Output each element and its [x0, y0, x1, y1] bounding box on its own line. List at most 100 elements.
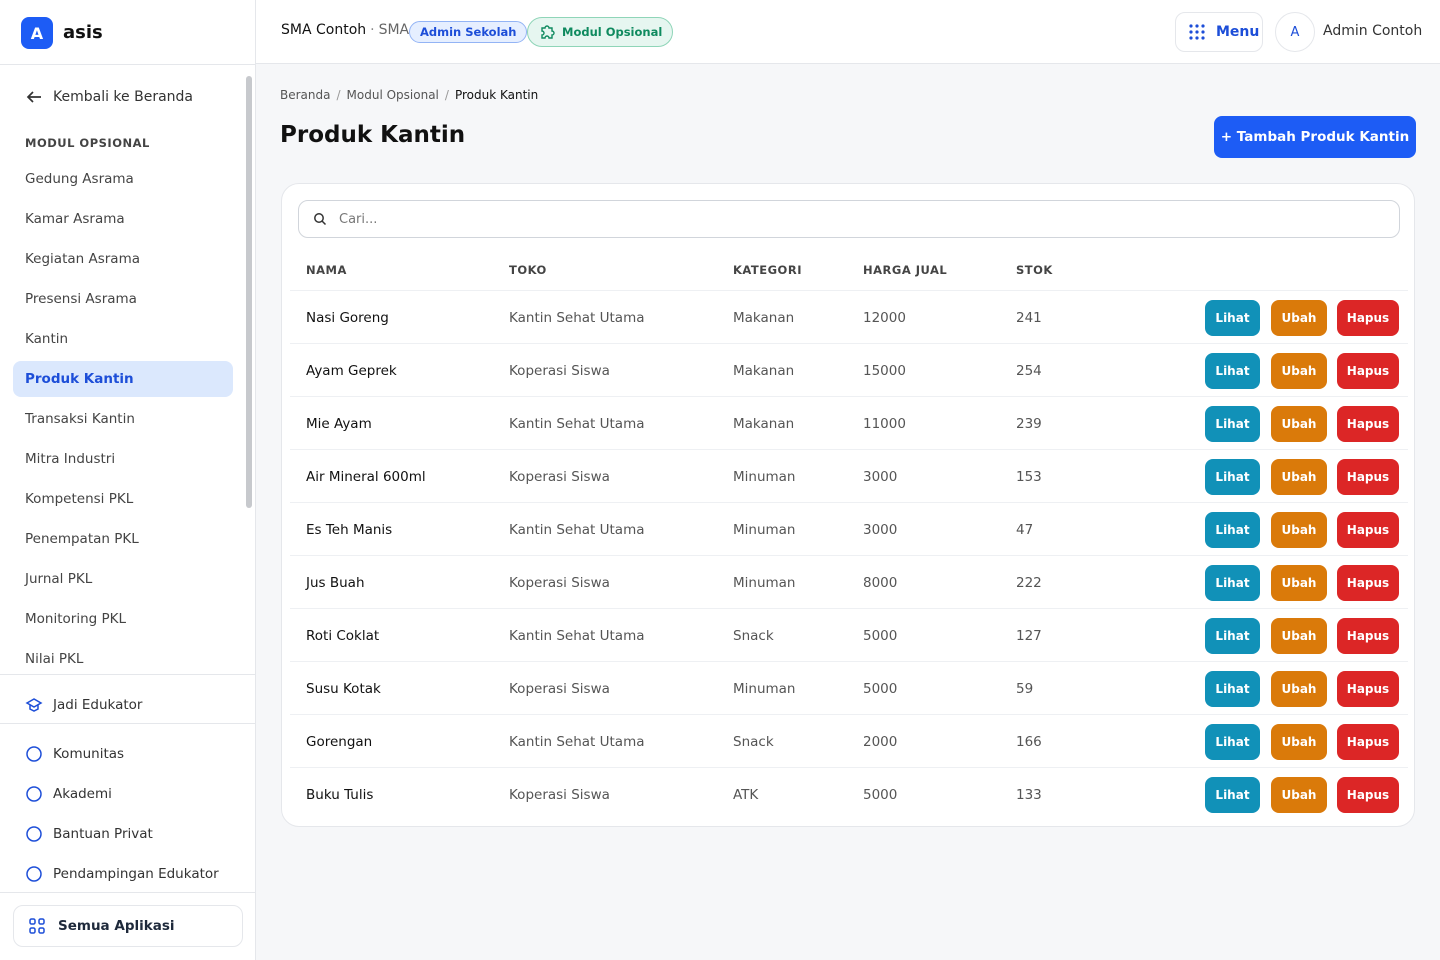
user-name[interactable]: Admin Contoh — [1323, 23, 1423, 39]
action-button[interactable]: Ubah — [1271, 459, 1327, 495]
nav-link[interactable]: Akademi — [25, 785, 112, 803]
nav-item[interactable]: Nilai PKL — [25, 651, 84, 667]
action-button[interactable]: Lihat — [1205, 353, 1260, 389]
nav-item[interactable]: Kompetensi PKL — [25, 491, 134, 507]
action-button[interactable]: Hapus — [1337, 512, 1399, 548]
action-button[interactable]: Lihat — [1205, 777, 1260, 813]
action-button[interactable]: Ubah — [1271, 300, 1327, 336]
divider — [0, 64, 255, 65]
action-button[interactable]: Ubah — [1271, 565, 1327, 601]
table-cell: 241 — [1016, 309, 1042, 326]
action-button[interactable]: Hapus — [1337, 459, 1399, 495]
table-row: Susu Kotak Koperasi Siswa Minuman 5000 59 Lih… — [290, 661, 1408, 714]
breadcrumb: Beranda / Modul Opsional / Produk Kantin — [280, 88, 538, 102]
nav-item[interactable]: Kantin — [25, 331, 69, 347]
nav-link[interactable]: Bantuan Privat — [25, 825, 153, 843]
table-cell: Kantin Sehat Utama — [509, 309, 645, 326]
table-cell: Koperasi Siswa — [509, 468, 610, 485]
nav-item[interactable]: Transaksi Kantin — [25, 411, 135, 427]
table-cell: Jus Buah — [306, 574, 365, 591]
crumb-item[interactable]: Modul Opsional — [346, 88, 439, 102]
puzzle-icon — [541, 25, 555, 39]
divider — [0, 892, 255, 893]
crumb-item: Produk Kantin — [454, 88, 539, 102]
nav-item[interactable]: Jurnal PKL — [25, 571, 93, 587]
nav-item[interactable]: Mitra Industri — [25, 451, 116, 467]
table-cell: 133 — [1016, 786, 1042, 803]
topbar: SMA Contoh · SMA Admin Sekolah Modul Ops… — [256, 0, 1440, 64]
back-link[interactable]: Kembali ke Beranda — [25, 88, 193, 106]
nav-item[interactable]: Kegiatan Asrama — [25, 251, 141, 267]
grid-icon — [29, 918, 45, 934]
action-button[interactable]: Hapus — [1337, 353, 1399, 389]
action-button[interactable]: Lihat — [1205, 565, 1260, 601]
action-button[interactable]: Lihat — [1205, 512, 1260, 548]
table-cell: Air Mineral 600ml — [306, 468, 426, 485]
icon — [26, 826, 42, 842]
all-apps-button[interactable]: Semua Aplikasi — [13, 905, 243, 947]
action-button[interactable]: Ubah — [1271, 406, 1327, 442]
crumb-item[interactable]: Beranda — [280, 88, 331, 102]
action-button[interactable]: Lihat — [1205, 459, 1260, 495]
action-button[interactable]: Ubah — [1271, 618, 1327, 654]
action-button[interactable]: Hapus — [1337, 618, 1399, 654]
table-card: Cari... NAMA TOKO KATEGORI HARGA JUAL STOK Na… — [281, 183, 1415, 827]
educator-link[interactable]: Jadi Edukator — [25, 696, 142, 714]
nav-item[interactable]: Produk Kantin — [13, 361, 233, 397]
menu-text: Menu — [1216, 24, 1260, 40]
avatar[interactable]: A — [1275, 12, 1315, 52]
column-header: TOKO — [509, 263, 547, 277]
action-button[interactable]: Ubah — [1271, 777, 1327, 813]
link-text: Jadi Edukator — [53, 697, 143, 713]
divider — [0, 723, 255, 724]
action-button[interactable]: Hapus — [1337, 565, 1399, 601]
action-button[interactable]: Lihat — [1205, 671, 1260, 707]
search-placeholder: Cari... — [339, 211, 378, 227]
action-button[interactable]: Lihat — [1205, 724, 1260, 760]
link-text: Pendampingan Edukator — [53, 866, 219, 882]
table-cell: Minuman — [733, 680, 796, 697]
table-cell: Roti Coklat — [306, 627, 380, 644]
nav-link[interactable]: Komunitas — [25, 745, 124, 763]
link-text: Komunitas — [53, 746, 125, 762]
action-button[interactable]: Hapus — [1337, 671, 1399, 707]
action-button[interactable]: Hapus — [1337, 777, 1399, 813]
action-button[interactable]: Lihat — [1205, 406, 1260, 442]
search-box[interactable]: Cari... — [298, 200, 1400, 238]
action-button[interactable]: Lihat — [1205, 618, 1260, 654]
logo[interactable]: A — [21, 17, 53, 49]
table-cell: Es Teh Manis — [306, 521, 393, 538]
table-cell: 15000 — [863, 362, 906, 379]
table-row: Gorengan Kantin Sehat Utama Snack 2000 166 Li… — [290, 714, 1408, 767]
icon — [26, 866, 42, 882]
nav-item[interactable]: Monitoring PKL — [25, 611, 126, 627]
page-title: Produk Kantin — [280, 122, 466, 148]
action-button[interactable]: Lihat — [1205, 300, 1260, 336]
table-row: Ayam Geprek Koperasi Siswa Makanan 15000 254… — [290, 343, 1408, 396]
table-cell: Snack — [733, 733, 774, 750]
action-button[interactable]: Ubah — [1271, 353, 1327, 389]
nav-item[interactable]: Gedung Asrama — [25, 171, 134, 187]
add-button[interactable]: + Tambah Produk Kantin — [1214, 116, 1416, 158]
table-cell: 12000 — [863, 309, 906, 326]
action-button[interactable]: Hapus — [1337, 724, 1399, 760]
nav-link[interactable]: Pendampingan Edukator — [25, 865, 219, 883]
table-cell: ATK — [733, 786, 759, 803]
menu-button[interactable]: Menu — [1175, 12, 1263, 52]
action-button[interactable]: Ubah — [1271, 671, 1327, 707]
action-button[interactable]: Hapus — [1337, 406, 1399, 442]
nav-item[interactable]: Kamar Asrama — [25, 211, 125, 227]
table-cell: Minuman — [733, 468, 796, 485]
school-name: SMA Contoh — [281, 22, 367, 38]
action-button[interactable]: Ubah — [1271, 724, 1327, 760]
column-header: NAMA — [306, 263, 347, 277]
nav-item[interactable]: Penempatan PKL — [25, 531, 139, 547]
nav-item[interactable]: Presensi Asrama — [25, 291, 137, 307]
table-cell: Kantin Sehat Utama — [509, 415, 645, 432]
separator: · — [370, 22, 375, 38]
action-button[interactable]: Ubah — [1271, 512, 1327, 548]
table-cell: Koperasi Siswa — [509, 362, 610, 379]
link-text: Akademi — [53, 786, 112, 802]
action-button[interactable]: Hapus — [1337, 300, 1399, 336]
